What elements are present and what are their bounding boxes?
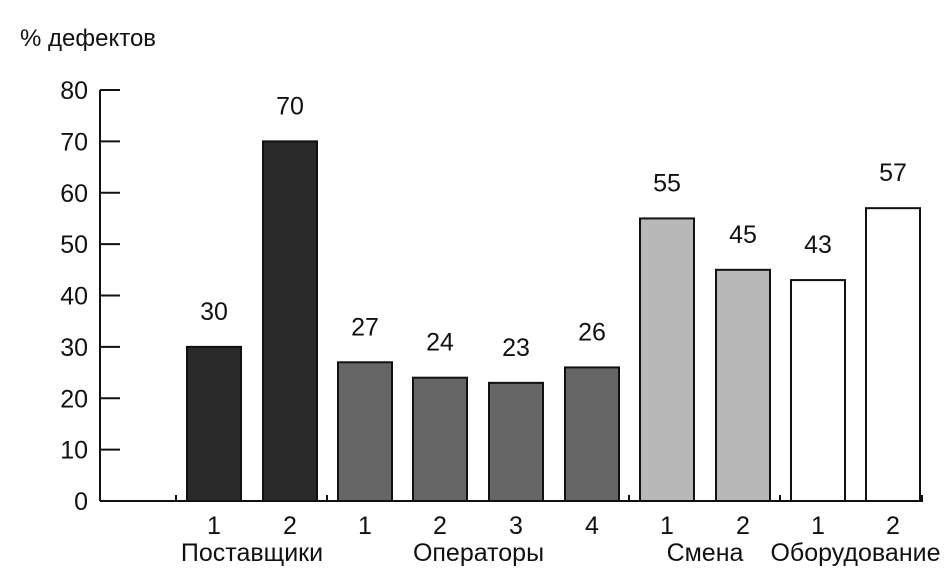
- category-label: 2: [886, 512, 900, 540]
- bar: [262, 140, 318, 502]
- bar-value-label: 57: [879, 159, 907, 187]
- bar: [564, 366, 620, 502]
- group-label: Смена: [667, 539, 744, 567]
- bar-value-label: 43: [804, 231, 832, 259]
- bar: [865, 207, 921, 502]
- bar-value-label: 24: [426, 329, 454, 357]
- bar-value-label: 30: [200, 298, 228, 326]
- bar: [790, 279, 846, 502]
- bar-value-label: 70: [276, 92, 304, 120]
- bar: [488, 381, 544, 502]
- category-label: 1: [358, 512, 372, 540]
- labels: 301702Поставщики271242233264Операторы551…: [181, 92, 941, 567]
- category-label: 1: [207, 512, 221, 540]
- bar-value-label: 27: [351, 313, 379, 341]
- category-label: 2: [433, 512, 447, 540]
- y-tick-label: 30: [60, 334, 88, 362]
- y-axis-label: % дефектов: [20, 25, 156, 52]
- y-tick-label: 60: [60, 180, 88, 208]
- bar: [412, 376, 468, 503]
- category-label: 3: [509, 512, 523, 540]
- bar: [715, 268, 771, 502]
- bar: [337, 361, 393, 502]
- y-tick-label: 80: [60, 77, 88, 105]
- group-label: Оборудование: [770, 539, 940, 567]
- bar-value-label: 23: [502, 334, 530, 362]
- bar: [639, 217, 695, 502]
- category-label: 4: [585, 512, 599, 540]
- bar-value-label: 45: [729, 221, 757, 249]
- y-tick-label: 40: [60, 283, 88, 311]
- y-tick-label: 50: [60, 231, 88, 259]
- bar: [186, 345, 242, 502]
- y-tick-label: 10: [60, 437, 88, 465]
- category-label: 2: [736, 512, 750, 540]
- category-label: 1: [660, 512, 674, 540]
- category-label: 1: [811, 512, 825, 540]
- bar-value-label: 26: [578, 318, 606, 346]
- group-label: Поставщики: [181, 539, 323, 567]
- y-tick-label: 70: [60, 128, 88, 156]
- bar-value-label: 55: [653, 169, 681, 197]
- y-tick-label: 0: [74, 488, 88, 516]
- y-tick-label: 20: [60, 385, 88, 413]
- group-label: Операторы: [413, 539, 544, 567]
- category-label: 2: [283, 512, 297, 540]
- bars: [186, 140, 921, 503]
